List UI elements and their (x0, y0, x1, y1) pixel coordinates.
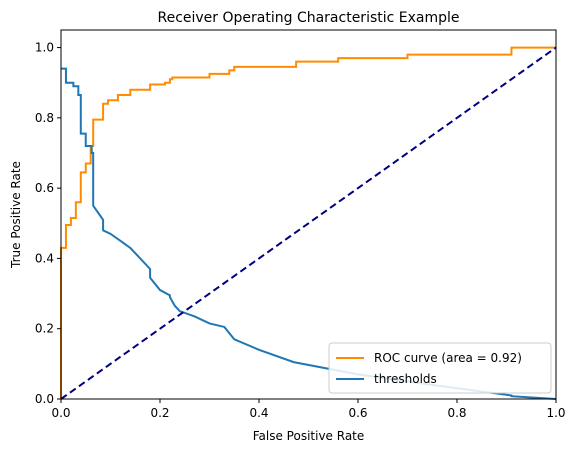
legend-box (328, 342, 552, 394)
x-tick-label: 0.2 (150, 406, 169, 420)
y-tick-label: 0.6 (35, 181, 54, 195)
y-tick-label: 0.2 (35, 322, 54, 336)
y-tick-label: 1.0 (35, 41, 54, 55)
y-axis-ticks: 0.0 0.2 0.4 0.6 0.8 1.0 (35, 41, 61, 406)
x-tick-label: 0.8 (447, 406, 466, 420)
plot-frame (60, 29, 557, 400)
x-tick-label: 0.0 (51, 406, 70, 420)
x-axis-label: False Positive Rate (253, 429, 365, 443)
curves-layer (60, 46, 557, 400)
y-tick-label: 0.4 (35, 251, 54, 265)
legend-label-roc: ROC curve (area = 0.92) (374, 351, 522, 365)
plot-area (61, 30, 556, 399)
legend-label-thresholds: thresholds (374, 372, 437, 386)
chance-diagonal-line (60, 46, 557, 400)
y-axis-label: True Positive Rate (9, 161, 23, 269)
legend: ROC curve (area = 0.92) thresholds (328, 342, 552, 394)
x-tick-label: 1.0 (546, 406, 565, 420)
x-axis-ticks: 0.0 0.2 0.4 0.6 0.8 1.0 (51, 399, 566, 420)
x-tick-label: 0.4 (249, 406, 268, 420)
y-tick-label: 0.0 (35, 392, 54, 406)
x-tick-label: 0.6 (348, 406, 367, 420)
y-tick-label: 0.8 (35, 111, 54, 125)
roc-curve-line (60, 46, 556, 399)
chart-title: Receiver Operating Characteristic Exampl… (157, 10, 459, 26)
thresholds-line (61, 67, 557, 400)
